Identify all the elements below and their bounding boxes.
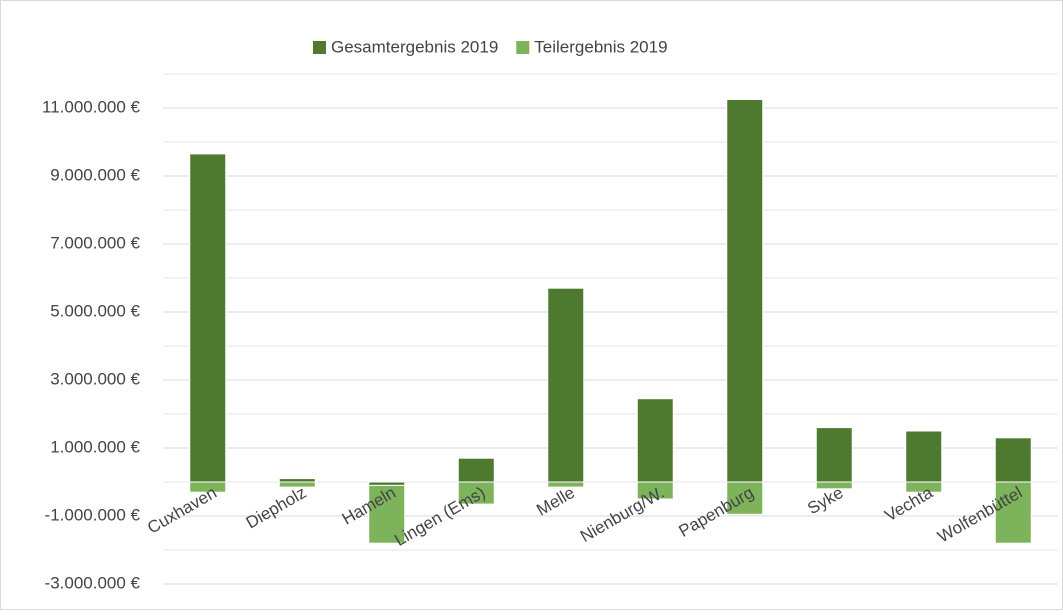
- bar: [368, 484, 406, 544]
- y-tick-label: 3.000.000 €: [50, 369, 140, 388]
- bar: [905, 481, 943, 493]
- bar: [457, 457, 495, 483]
- y-tick-label: 1.000.000 €: [50, 437, 140, 456]
- bar: [278, 481, 316, 488]
- bar: [994, 437, 1032, 483]
- bar: [726, 481, 764, 515]
- y-tick-label: 11.000.000 €: [42, 97, 141, 116]
- legend-swatch: [516, 41, 530, 54]
- bar: [636, 481, 674, 500]
- y-tick-label: 5.000.000 €: [50, 301, 140, 320]
- bar: [994, 481, 1032, 544]
- y-tick-label: 9.000.000 €: [50, 165, 140, 184]
- bar: [189, 153, 227, 483]
- bar: [815, 481, 853, 490]
- legend-label: Gesamtergebnis 2019: [331, 37, 498, 56]
- bar: [547, 287, 585, 483]
- y-tick-label: -1.000.000 €: [45, 505, 141, 524]
- bar: [726, 99, 764, 483]
- legend-swatch: [313, 41, 326, 54]
- bar: [457, 481, 495, 505]
- legend-label: Teilergebnis 2019: [534, 37, 667, 56]
- bar: [905, 430, 943, 483]
- bar: [189, 481, 227, 493]
- y-tick-label: -3.000.000 €: [45, 573, 141, 592]
- y-tick-label: 7.000.000 €: [50, 233, 140, 252]
- bar: [815, 427, 853, 483]
- bar: [636, 398, 674, 483]
- bar: [547, 481, 585, 488]
- bar: [278, 478, 316, 483]
